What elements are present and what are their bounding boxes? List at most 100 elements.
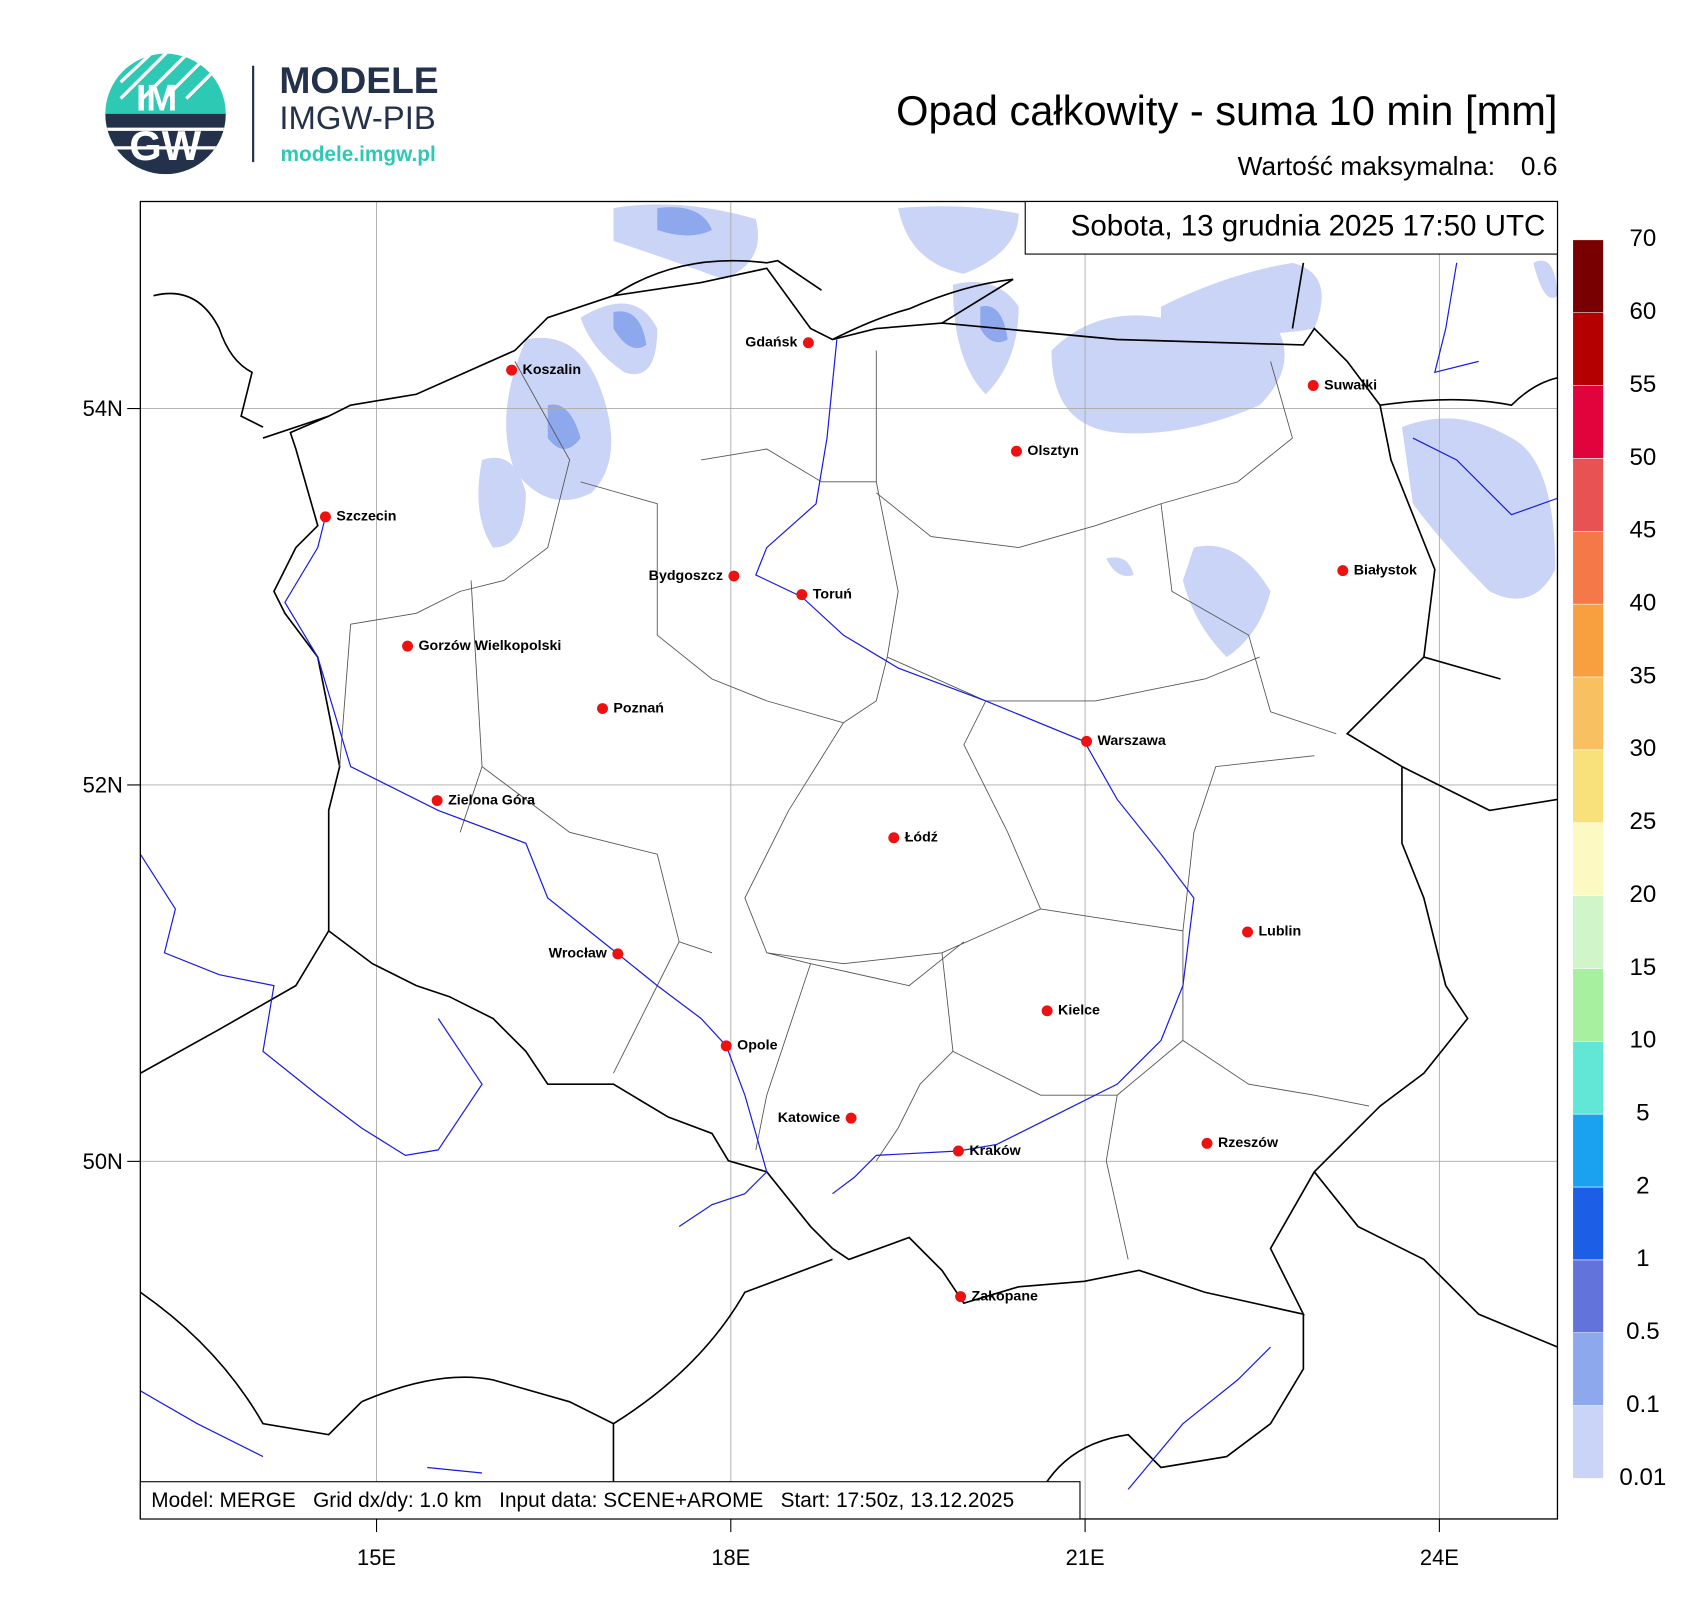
colorbar-box — [1572, 458, 1604, 532]
city-label: Zakopane — [972, 1288, 1038, 1304]
borders — [140, 259, 1558, 1519]
colorbar-box — [1572, 239, 1604, 313]
colorbar-box — [1572, 1186, 1604, 1261]
logo: IM GW MODELE IMGW-PIB modele.imgw.pl — [105, 53, 439, 175]
colorbar-label: 0.5 — [1626, 1318, 1659, 1345]
city-marker — [728, 570, 740, 582]
colorbar-label: 25 — [1629, 808, 1656, 835]
city-marker — [1041, 1005, 1053, 1017]
city-label: Białystok — [1354, 562, 1417, 578]
city-label: Lublin — [1258, 924, 1301, 940]
city-label: Warszawa — [1098, 733, 1166, 749]
colorbar-box — [1572, 822, 1604, 896]
colorbar-label: 45 — [1629, 517, 1656, 544]
city-marker — [319, 511, 331, 523]
city-marker — [1307, 380, 1319, 391]
y-tick-label: 54N — [83, 396, 123, 421]
colorbar-label: 70 — [1629, 225, 1656, 252]
colorbar-box — [1572, 749, 1604, 823]
city-label: Kraków — [969, 1143, 1021, 1159]
city-label: Rzeszów — [1218, 1135, 1279, 1151]
colorbar-box — [1572, 1041, 1604, 1115]
max-value: 0.6 — [1521, 151, 1558, 181]
city-label: Toruń — [813, 586, 852, 602]
colorbar-label: 15 — [1629, 954, 1656, 981]
colorbar-label: 35 — [1629, 662, 1656, 689]
logo-text: GW — [129, 122, 201, 169]
city-label: Kielce — [1058, 1003, 1100, 1019]
x-tick-label: 21E — [1066, 1545, 1105, 1570]
brand: MODELE — [279, 59, 438, 101]
colorbar-label: 10 — [1629, 1027, 1656, 1054]
colorbar-box — [1572, 312, 1604, 386]
colorbar-box — [1572, 968, 1604, 1042]
footer-box — [139, 1481, 1081, 1520]
y-tick-label: 50N — [83, 1149, 123, 1174]
city-label: Szczecin — [336, 509, 396, 525]
colorbar-label: 0.01 — [1619, 1464, 1666, 1491]
colorbar-box — [1572, 1332, 1604, 1406]
city-label: Suwałki — [1324, 377, 1377, 393]
city-label: Gorzów Wielkopolski — [419, 638, 562, 654]
city-marker — [1010, 445, 1022, 457]
city-label: Koszalin — [523, 362, 581, 378]
colorbar-label: 50 — [1629, 444, 1656, 471]
city-marker — [796, 589, 808, 601]
colorbar-box — [1572, 1113, 1604, 1188]
footer: Model: MERGE Grid dx/dy: 1.0 km Input da… — [151, 1489, 1014, 1512]
city-marker — [952, 1145, 964, 1157]
city-marker — [845, 1112, 857, 1124]
max-label: Wartość maksymalna: — [1238, 151, 1495, 181]
colorbar-box — [1572, 1405, 1604, 1479]
city-marker — [1081, 735, 1093, 747]
city-label: Łódź — [905, 830, 938, 846]
date-box — [1024, 200, 1559, 255]
title: Opad całkowity - suma 10 min [mm] — [896, 87, 1557, 134]
city-marker — [802, 337, 814, 349]
x-tick-label: 18E — [711, 1545, 750, 1570]
city-marker — [506, 364, 518, 376]
colorbar-label: 0.1 — [1626, 1391, 1659, 1418]
city-marker — [612, 948, 624, 960]
colorbar-label: 2 — [1636, 1172, 1649, 1199]
city-marker — [720, 1040, 732, 1052]
city-marker — [888, 832, 900, 844]
colorbar-label: 55 — [1629, 371, 1656, 398]
colorbar-box — [1572, 603, 1604, 678]
city-label: Olsztyn — [1027, 443, 1078, 459]
city-label: Poznań — [613, 700, 664, 716]
city-marker — [1201, 1137, 1213, 1149]
colorbar-box — [1572, 1259, 1604, 1333]
cities: Gdańsk Koszalin Szczecin Olsztyn Suwałki Biał… — [319, 335, 1417, 1304]
colorbar-box — [1572, 895, 1604, 969]
city-label: Wrocław — [549, 946, 608, 962]
colorbar-label: 60 — [1629, 298, 1656, 325]
city-label: Zielona Góra — [448, 792, 535, 808]
map-frame — [139, 200, 1559, 1520]
rivers — [140, 262, 1558, 1490]
city-marker — [955, 1291, 967, 1303]
map: Gdańsk Koszalin Szczecin Olsztyn Suwałki Biał… — [140, 201, 1558, 1519]
brand-sub: IMGW-PIB — [279, 99, 435, 136]
city-label: Bydgoszcz — [649, 568, 723, 584]
colorbar-box — [1572, 385, 1604, 459]
city-marker — [597, 703, 608, 715]
city-label: Opole — [737, 1038, 777, 1054]
colorbar-label: 20 — [1629, 881, 1656, 908]
city-label: Katowice — [778, 1110, 841, 1126]
grid — [140, 201, 1558, 1519]
city-marker — [402, 640, 414, 652]
logo-text: IM — [136, 77, 177, 119]
precipitation — [478, 204, 1558, 658]
colorbar-label: 1 — [1636, 1245, 1649, 1272]
x-tick-label: 15E — [357, 1545, 396, 1570]
city-marker — [1242, 926, 1254, 938]
colorbar-label: 40 — [1629, 589, 1656, 616]
colorbar-box — [1572, 676, 1604, 751]
poland-border — [273, 267, 1469, 1316]
city-marker — [431, 795, 443, 807]
colorbar-label: 5 — [1636, 1100, 1649, 1127]
